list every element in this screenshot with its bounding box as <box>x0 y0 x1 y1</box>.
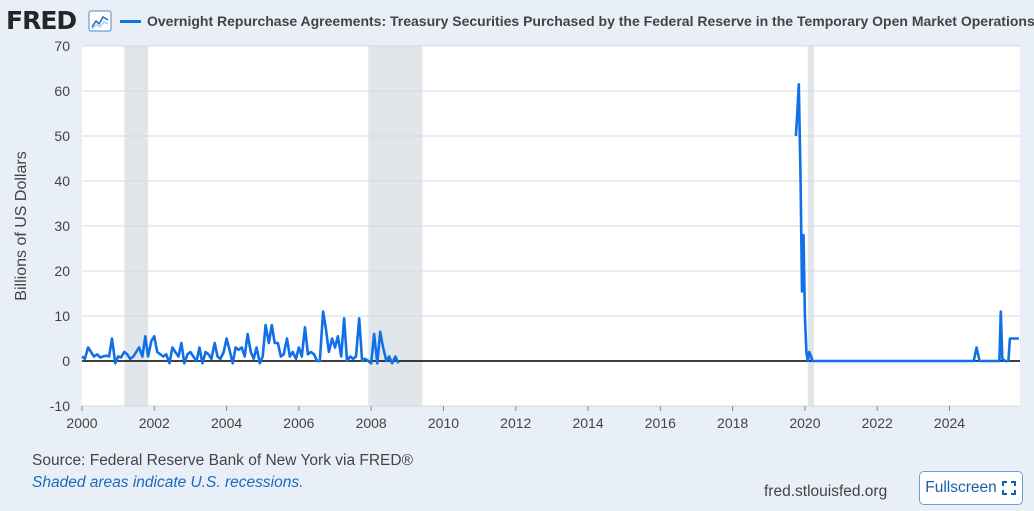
series-line-2 <box>814 310 1019 363</box>
y-tick-labels: -10 0 10 20 30 40 50 60 70 <box>50 38 70 414</box>
x-tick-2006: 2006 <box>283 415 314 431</box>
x-tick-2020: 2020 <box>789 415 820 431</box>
y-tick-40: 40 <box>54 173 70 189</box>
x-tick-2008: 2008 <box>356 415 387 431</box>
source-text: Source: Federal Reserve Bank of New York… <box>32 452 413 469</box>
y-tick-10: 10 <box>54 308 70 324</box>
chart-header: FRED Overnight Repurchase Agreements: Tr… <box>0 0 1034 42</box>
y-tick-60: 60 <box>54 83 70 99</box>
legend-line-swatch <box>120 20 141 23</box>
x-tick-2014: 2014 <box>572 415 603 431</box>
y-tick--10: -10 <box>50 398 70 414</box>
x-tick-2002: 2002 <box>139 415 170 431</box>
site-url[interactable]: fred.stlouisfed.org <box>764 483 888 500</box>
series-line-1 <box>794 82 814 363</box>
chart-title: Overnight Repurchase Agreements: Treasur… <box>147 13 1034 29</box>
y-axis-label: Billions of US Dollars <box>13 151 30 300</box>
line-chart-logo-icon <box>88 10 112 32</box>
x-tick-2000: 2000 <box>66 415 97 431</box>
x-tick-2022: 2022 <box>862 415 893 431</box>
fred-logo[interactable]: FRED <box>6 6 77 35</box>
y-tick-30: 30 <box>54 218 70 234</box>
y-tick-0: 0 <box>62 353 70 369</box>
y-tick-70: 70 <box>54 38 70 54</box>
series-line-0 <box>81 310 400 365</box>
recession-note: Shaded areas indicate U.S. recessions. <box>32 474 304 491</box>
x-tick-2012: 2012 <box>500 415 531 431</box>
x-tick-labels: 2000 2002 2004 2006 2008 2010 2012 2014 2016 2018… <box>66 406 965 431</box>
x-tick-2016: 2016 <box>645 415 676 431</box>
y-tick-50: 50 <box>54 128 70 144</box>
fullscreen-label: Fullscreen <box>925 479 997 496</box>
y-tick-20: 20 <box>54 263 70 279</box>
x-tick-2010: 2010 <box>428 415 459 431</box>
x-tick-2004: 2004 <box>211 415 242 431</box>
x-tick-2024: 2024 <box>934 415 965 431</box>
y-gridlines <box>82 45 1020 407</box>
fullscreen-icon <box>1001 481 1016 495</box>
fullscreen-button[interactable]: Fullscreen <box>919 471 1023 505</box>
x-tick-2018: 2018 <box>717 415 748 431</box>
series-lines <box>81 82 1019 365</box>
